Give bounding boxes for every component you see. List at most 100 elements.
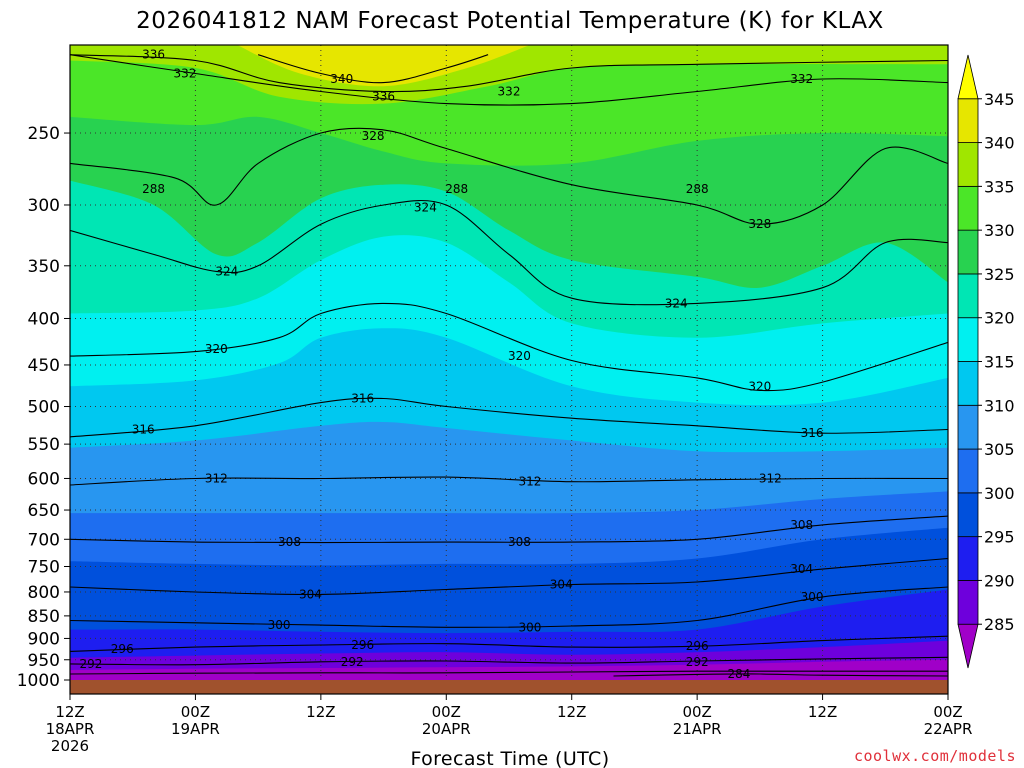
colorbar-label-320: 320 [984, 309, 1015, 328]
contour-label-312: 312 [759, 471, 782, 485]
colorbar-legend: 285 290 295 300 305 310 315 320 325 330 335 340 345 [957, 54, 1015, 669]
y-tick-label-450: 450 [28, 356, 60, 376]
contour-label-308: 308 [790, 518, 813, 532]
x-tick-label-36-2: 20APR [422, 720, 471, 738]
contour-label-296: 296 [111, 642, 134, 656]
contour-292 [70, 656, 948, 666]
colorbar-label-335: 335 [984, 177, 1015, 196]
colorbar-label-330: 330 [984, 221, 1015, 240]
contour-label-312: 312 [518, 475, 541, 489]
x-tick-label-84-2: 22APR [924, 720, 973, 738]
colorbar-segment-6 [957, 361, 979, 406]
colorbar-segment-10 [957, 185, 979, 231]
colorbar-label-285: 285 [984, 615, 1015, 634]
y-axis: 2503003504004505005506006507007508008509… [17, 124, 70, 691]
y-tick-label-350: 350 [28, 257, 60, 277]
contour-label-300: 300 [268, 618, 291, 632]
x-tick-label-0-3: 2026 [51, 737, 89, 755]
y-tick-label-700: 700 [28, 530, 60, 550]
contour-324 [70, 199, 948, 306]
contour-label-324: 324 [414, 201, 437, 215]
contour-label-312: 312 [205, 471, 228, 485]
contour-label-320: 320 [205, 342, 228, 356]
contour-label-308: 308 [278, 535, 301, 549]
contour-label-288: 288 [445, 182, 468, 196]
colorbar-segment-1 [957, 580, 979, 625]
contour-label-296: 296 [351, 638, 374, 652]
colorbar-segment-9 [957, 229, 979, 275]
contour-316 [70, 397, 948, 438]
ground-strip [70, 680, 948, 694]
colorbar-segment-4 [957, 448, 979, 494]
chart-title: 2026041812 NAM Forecast Potential Temper… [136, 8, 884, 34]
contour-label-332: 332 [790, 72, 813, 86]
contour-label-284: 284 [727, 667, 750, 681]
contour-label-332: 332 [498, 84, 521, 98]
colorbar-label-345: 345 [984, 90, 1015, 109]
contour-label-320: 320 [748, 379, 771, 393]
y-tick-label-400: 400 [28, 309, 60, 329]
colorbar-segment-8 [957, 273, 979, 319]
grid [70, 45, 948, 680]
contour-296 [70, 635, 948, 652]
contour-284 [613, 673, 948, 677]
contour-308 [70, 515, 948, 544]
contour-label-328: 328 [748, 217, 771, 231]
y-tick-label-750: 750 [28, 557, 60, 577]
colorbar-label-295: 295 [984, 528, 1015, 547]
colorbar-segment-0 [957, 623, 979, 669]
contour-label-304: 304 [790, 562, 813, 576]
colorbar-segment-7 [957, 317, 979, 362]
x-tick-label-60-1: 00Z [682, 703, 711, 721]
x-tick-label-84-1: 00Z [933, 703, 962, 721]
contour-label-320: 320 [508, 349, 531, 363]
y-tick-label-300: 300 [28, 196, 60, 216]
contour-label-288: 288 [686, 182, 709, 196]
contour-label-300: 300 [801, 590, 824, 604]
colorbar-label-300: 300 [984, 484, 1015, 503]
contour-label-316: 316 [801, 426, 824, 440]
contour-label-292: 292 [79, 657, 102, 671]
x-tick-label-36-1: 00Z [432, 703, 461, 721]
contour-332 [70, 54, 948, 106]
contour-label-316: 316 [351, 392, 374, 406]
x-tick-label-12-2: 19APR [171, 720, 220, 738]
contour-288 [70, 670, 948, 675]
plot-area: 288 288 288 284 292 292 292 296 296 296 300 300 300 3… [69, 44, 949, 695]
colorbar-label-290: 290 [984, 571, 1015, 590]
contour-label-324: 324 [665, 296, 688, 310]
contour-label-300: 300 [518, 620, 541, 634]
y-tick-label-500: 500 [28, 398, 60, 418]
y-tick-label-550: 550 [28, 435, 60, 455]
x-tick-label-0-2: 18APR [46, 720, 95, 738]
colorbar-label-305: 305 [984, 440, 1015, 459]
contour-label-336: 336 [142, 48, 165, 62]
contour-300 [70, 586, 948, 628]
credit-text: coolwx.com/models [854, 747, 1016, 765]
contour-label-332: 332 [174, 67, 197, 81]
contour-label-324: 324 [215, 264, 238, 278]
plot-frame [69, 44, 949, 695]
contour-label-336: 336 [372, 90, 395, 104]
colorbar-segment-11 [957, 142, 979, 187]
contour-340 [257, 54, 489, 84]
y-tick-label-600: 600 [28, 469, 60, 489]
colorbar-segment-3 [957, 492, 979, 538]
x-tick-label-24-1: 12Z [306, 703, 335, 721]
band-340-345 [237, 45, 530, 87]
contour-label-304: 304 [299, 587, 322, 601]
contour-label-296: 296 [686, 639, 709, 653]
y-tick-label-900: 900 [28, 629, 60, 649]
x-axis-label: Forecast Time (UTC) [410, 748, 609, 768]
x-tick-label-60-2: 21APR [673, 720, 722, 738]
contour-304 [70, 557, 948, 596]
contour-328 [70, 127, 948, 225]
contour-312 [70, 476, 948, 486]
contour-336 [70, 54, 948, 93]
contour-label-292: 292 [686, 655, 709, 669]
contour-label-340: 340 [330, 72, 353, 86]
color-fill-layer [70, 45, 948, 680]
colorbar-label-340: 340 [984, 134, 1015, 153]
